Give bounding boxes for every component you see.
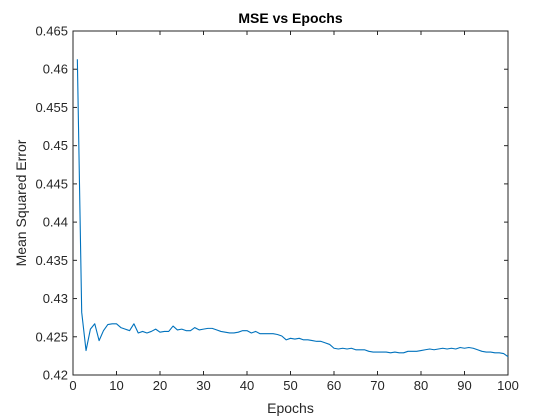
y-tick-label: 0.46 <box>43 62 68 77</box>
x-tick-label: 60 <box>327 378 341 393</box>
y-tick-label: 0.465 <box>35 24 68 39</box>
y-tick-label: 0.42 <box>43 368 68 383</box>
x-tick-label: 90 <box>457 378 471 393</box>
x-tick-label: 30 <box>196 378 210 393</box>
y-tick-label: 0.435 <box>35 253 68 268</box>
x-tick-label: 20 <box>153 378 167 393</box>
mse-series-line <box>76 59 509 358</box>
y-tick-label: 0.445 <box>35 176 68 191</box>
y-tick-label: 0.425 <box>35 329 68 344</box>
y-tick-label: 0.45 <box>43 138 68 153</box>
x-tick-label: 10 <box>109 378 123 393</box>
chart-title: MSE vs Epochs <box>238 10 342 26</box>
x-tick-label: 0 <box>69 378 76 393</box>
x-tick-label: 40 <box>240 378 254 393</box>
y-tick-label: 0.43 <box>43 291 68 306</box>
y-tick-label: 0.455 <box>35 100 68 115</box>
series-group <box>76 59 509 358</box>
ticks-group: 0 10 20 30 40 50 60 70 80 90 100 0.42 0.425 0.43 0.435… <box>35 24 518 394</box>
x-tick-label: 100 <box>497 378 519 393</box>
x-tick-label: 70 <box>370 378 384 393</box>
x-tick-label: 80 <box>414 378 428 393</box>
y-axis-label: Mean Squared Error <box>13 139 29 266</box>
x-tick-label: 50 <box>283 378 297 393</box>
x-axis-label: Epochs <box>267 400 314 416</box>
y-tick-label: 0.44 <box>43 215 68 230</box>
plot-area <box>72 30 509 376</box>
